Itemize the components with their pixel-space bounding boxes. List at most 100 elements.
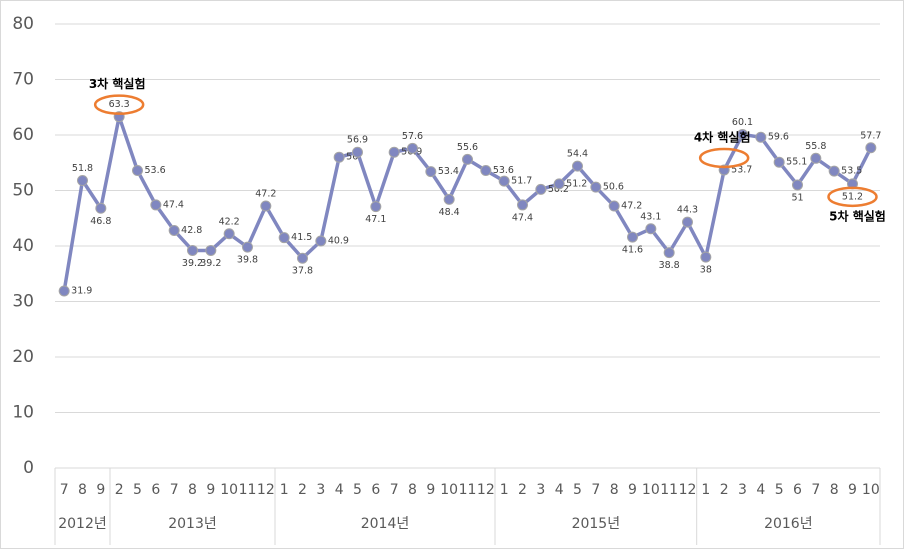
data-label: 63.3 [109, 99, 130, 110]
annotation: 4차 핵실험 [694, 129, 751, 144]
data-label: 47.4 [163, 199, 184, 210]
x-tick-label: 4 [756, 482, 765, 498]
data-label: 41.5 [291, 232, 312, 243]
data-label: 47.4 [512, 212, 533, 223]
marker [278, 232, 290, 244]
x-tick-label: 2 [720, 482, 729, 498]
data-label: 53.6 [145, 165, 166, 176]
x-tick-label: 10 [862, 482, 880, 498]
marker [132, 165, 143, 177]
data-label: 60.1 [732, 117, 753, 128]
x-tick-label: 5 [573, 482, 582, 498]
marker [480, 165, 492, 177]
marker [443, 193, 455, 205]
group-label: 2016년 [764, 516, 813, 532]
x-tick-label: 1 [701, 482, 710, 498]
x-tick-label: 10 [642, 482, 660, 498]
data-label: 46.8 [90, 216, 111, 227]
x-tick-label: 8 [408, 482, 417, 498]
data-label: 48.4 [439, 207, 460, 218]
marker [792, 179, 803, 191]
x-tick-label: 2 [115, 482, 124, 498]
x-tick-label: 8 [188, 482, 197, 498]
marker [168, 224, 180, 236]
marker [187, 244, 198, 256]
group-label: 2014년 [361, 516, 410, 532]
x-tick-label: 5 [133, 482, 142, 498]
data-label: 59.6 [768, 132, 789, 143]
x-tick-label: 8 [78, 482, 87, 498]
data-label: 55.1 [786, 157, 807, 168]
data-label: 37.8 [292, 266, 313, 277]
data-label: 31.9 [71, 285, 92, 296]
marker [260, 200, 272, 212]
marker [205, 244, 217, 256]
x-tick-label: 11 [660, 482, 678, 498]
marker [865, 142, 877, 154]
y-tick-label: 80 [12, 14, 34, 34]
x-tick-label: 3 [738, 482, 747, 498]
marker [498, 175, 510, 187]
group-label: 2013년 [168, 516, 217, 532]
x-tick-label: 12 [679, 482, 697, 498]
data-label: 56 [346, 152, 358, 163]
marker [333, 151, 345, 163]
data-label: 55.8 [805, 141, 826, 152]
x-tick-label: 11 [459, 482, 477, 498]
x-tick-label: 3 [536, 482, 545, 498]
data-label: 51.2 [842, 191, 863, 202]
data-label: 51.7 [511, 176, 532, 187]
marker [553, 178, 565, 190]
y-tick-label: 40 [12, 236, 34, 256]
data-label: 53.7 [731, 164, 752, 175]
data-label: 47.2 [255, 189, 276, 200]
marker [370, 201, 382, 213]
x-tick-label: 10 [440, 482, 458, 498]
annotation-ellipse [698, 147, 750, 169]
marker [95, 202, 107, 214]
marker [223, 228, 235, 240]
marker [462, 153, 473, 165]
marker [810, 152, 822, 164]
annotation: 5차 핵실험 [829, 208, 886, 223]
x-tick-label: 3 [316, 482, 325, 498]
marker [58, 285, 70, 297]
marker [388, 146, 400, 158]
data-label: 38.8 [659, 260, 680, 271]
y-tick-label: 10 [12, 403, 34, 423]
x-tick-label: 4 [555, 482, 564, 498]
x-tick-label: 8 [830, 482, 839, 498]
marker [150, 199, 162, 211]
data-label: 39.8 [237, 255, 258, 266]
data-label: 50.2 [548, 184, 569, 195]
data-label: 57.6 [402, 131, 423, 142]
data-label: 43.1 [640, 211, 661, 222]
data-label: 53.6 [493, 165, 514, 176]
x-tick-label: 10 [220, 482, 238, 498]
x-tick-label: 9 [206, 482, 215, 498]
data-label: 47.1 [365, 214, 386, 225]
marker [682, 216, 693, 228]
x-tick-label: 7 [591, 482, 600, 498]
data-label: 39.2 [182, 258, 203, 269]
marker [773, 156, 785, 168]
data-label: 55.6 [457, 142, 478, 153]
marker [517, 199, 528, 211]
data-label: 38 [700, 265, 712, 276]
x-tick-label: 9 [426, 482, 435, 498]
marker [352, 146, 363, 158]
data-label: 40.9 [328, 236, 349, 247]
x-tick-label: 2 [518, 482, 527, 498]
y-tick-label: 70 [12, 70, 34, 90]
marker [627, 231, 638, 243]
data-label: 50.6 [603, 182, 624, 193]
marker [297, 252, 308, 264]
marker [242, 241, 253, 253]
data-label: 41.6 [622, 245, 643, 256]
x-tick-label: 6 [793, 482, 802, 498]
data-label: 51 [791, 192, 803, 203]
y-tick-label: 20 [12, 347, 34, 367]
marker [535, 183, 547, 195]
